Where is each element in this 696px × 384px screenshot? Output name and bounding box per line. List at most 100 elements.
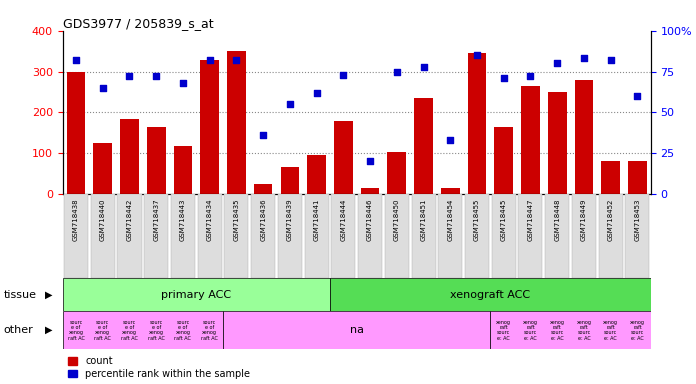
Point (97, 85, 109, 91)
Text: ▶: ▶ (45, 290, 53, 300)
Point (391, 68, 402, 74)
Text: na: na (349, 325, 364, 335)
Bar (280, 167, 299, 194)
Text: GSM718438: GSM718438 (73, 198, 79, 241)
Point (525, 73, 536, 79)
Text: GSM718451: GSM718451 (420, 198, 427, 241)
Text: sourc
e of
xenog
raft AC: sourc e of xenog raft AC (175, 319, 191, 341)
FancyBboxPatch shape (118, 194, 141, 278)
Bar (307, 155, 326, 194)
Point (418, 63, 429, 70)
FancyBboxPatch shape (411, 194, 436, 278)
FancyBboxPatch shape (331, 194, 356, 278)
Bar (548, 92, 567, 194)
Point (445, 137, 456, 143)
Bar (494, 127, 513, 194)
Bar (628, 161, 647, 194)
Text: sourc
e of
xenog
raft AC: sourc e of xenog raft AC (201, 319, 218, 341)
Bar (200, 60, 219, 194)
FancyBboxPatch shape (63, 278, 330, 311)
Point (365, 158, 376, 164)
Text: GSM718435: GSM718435 (233, 198, 239, 241)
Bar (173, 146, 192, 194)
Text: GSM718452: GSM718452 (608, 198, 614, 240)
FancyBboxPatch shape (599, 194, 623, 278)
Bar (601, 161, 620, 194)
Text: GSM718449: GSM718449 (581, 198, 587, 241)
Point (311, 90, 322, 96)
FancyBboxPatch shape (438, 194, 462, 278)
Bar (414, 98, 433, 194)
FancyBboxPatch shape (305, 194, 329, 278)
Point (177, 80, 189, 86)
Text: GSM718448: GSM718448 (554, 198, 560, 241)
Text: GSM718439: GSM718439 (287, 198, 293, 241)
FancyBboxPatch shape (330, 278, 651, 311)
Text: GSM718450: GSM718450 (394, 198, 400, 241)
FancyBboxPatch shape (572, 194, 596, 278)
Text: GSM718437: GSM718437 (153, 198, 159, 241)
Point (632, 93, 643, 99)
Text: GSM718441: GSM718441 (314, 198, 319, 241)
FancyBboxPatch shape (198, 194, 222, 278)
FancyBboxPatch shape (90, 194, 115, 278)
Text: GSM718444: GSM718444 (340, 198, 347, 240)
Text: GSM718434: GSM718434 (207, 198, 213, 241)
Bar (254, 184, 273, 194)
FancyBboxPatch shape (545, 194, 569, 278)
Point (605, 57, 616, 63)
Point (284, 101, 295, 107)
Bar (120, 119, 139, 194)
Point (204, 57, 215, 63)
Point (150, 73, 161, 79)
Text: GSM718436: GSM718436 (260, 198, 266, 241)
Text: sourc
e of
xenog
raft AC: sourc e of xenog raft AC (68, 319, 84, 341)
Bar (468, 53, 487, 194)
FancyBboxPatch shape (63, 311, 223, 349)
FancyBboxPatch shape (251, 194, 275, 278)
Bar (93, 143, 112, 194)
Bar (147, 127, 166, 194)
Bar (361, 188, 379, 194)
Legend: count, percentile rank within the sample: count, percentile rank within the sample (68, 356, 250, 379)
Point (338, 72, 349, 78)
Text: tissue: tissue (3, 290, 36, 300)
Text: GSM718455: GSM718455 (474, 198, 480, 240)
Point (471, 52, 482, 58)
Text: GSM718443: GSM718443 (180, 198, 186, 241)
FancyBboxPatch shape (358, 194, 382, 278)
FancyBboxPatch shape (465, 194, 489, 278)
Text: xenograft ACC: xenograft ACC (450, 290, 530, 300)
Text: xenog
raft
sourc
e: AC: xenog raft sourc e: AC (523, 319, 538, 341)
FancyBboxPatch shape (64, 194, 88, 278)
FancyBboxPatch shape (519, 194, 542, 278)
Text: xenog
raft
sourc
e: AC: xenog raft sourc e: AC (576, 319, 592, 341)
FancyBboxPatch shape (626, 194, 649, 278)
Text: xenog
raft
sourc
e: AC: xenog raft sourc e: AC (603, 319, 618, 341)
Text: other: other (3, 325, 33, 335)
Point (578, 55, 590, 61)
Text: sourc
e of
xenog
raft AC: sourc e of xenog raft AC (148, 319, 165, 341)
Bar (388, 152, 406, 194)
Point (124, 73, 135, 79)
FancyBboxPatch shape (223, 311, 491, 349)
Text: primary ACC: primary ACC (161, 290, 231, 300)
Point (70, 57, 81, 63)
Bar (227, 51, 246, 194)
Text: GSM718454: GSM718454 (448, 198, 453, 240)
Point (552, 60, 563, 66)
FancyBboxPatch shape (491, 311, 651, 349)
FancyBboxPatch shape (144, 194, 168, 278)
Text: GSM718442: GSM718442 (127, 198, 132, 240)
Bar (521, 86, 540, 194)
Point (498, 75, 509, 81)
Text: GDS3977 / 205839_s_at: GDS3977 / 205839_s_at (63, 17, 213, 30)
FancyBboxPatch shape (278, 194, 302, 278)
Text: GSM718445: GSM718445 (500, 198, 507, 240)
Bar (67, 71, 86, 194)
Point (231, 57, 242, 63)
Text: ▶: ▶ (45, 325, 53, 335)
FancyBboxPatch shape (385, 194, 409, 278)
Bar (575, 80, 593, 194)
Text: xenog
raft
sourc
e: AC: xenog raft sourc e: AC (496, 319, 512, 341)
